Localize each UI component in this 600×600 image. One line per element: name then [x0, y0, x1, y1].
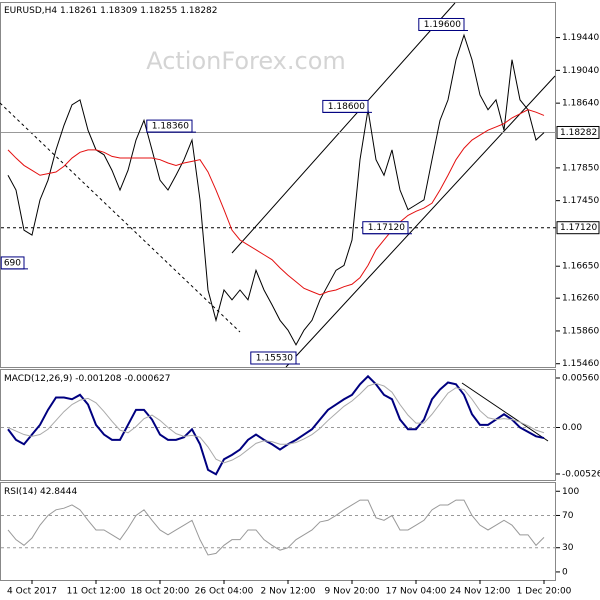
y-tick-label: -0.005267 — [562, 469, 600, 479]
rsi-panel — [0, 482, 556, 581]
series-line — [7, 109, 545, 296]
price-tag — [556, 125, 600, 139]
x-tick-label: 26 Oct 04:00 — [195, 587, 254, 597]
y-tick-label: 0 — [562, 567, 568, 577]
y-tick-label: 1.17450 — [562, 196, 599, 206]
close: 1.18282 — [180, 6, 217, 16]
high: 1.18309 — [100, 6, 137, 16]
price-tag-label: 1.18282 — [560, 128, 597, 138]
x-tick-label: 2 Nov 12:00 — [261, 587, 316, 597]
low: 1.18255 — [140, 6, 177, 16]
x-tick-label: 18 Oct 20:00 — [131, 587, 190, 597]
header: EURUSD,H4 1.18261 1.18309 1.18255 1.1828… — [4, 6, 218, 16]
macd-value: -0.001208 — [75, 374, 121, 384]
macd-header: MACD(12,26,9) -0.001208 -0.000627 — [4, 374, 171, 384]
y-tick-label: 1.19440 — [562, 33, 599, 43]
annotation-label: 1.18360 — [152, 122, 189, 132]
y-tick-label: 70 — [562, 511, 574, 521]
macd-panel — [0, 369, 556, 481]
signal-value: -0.000627 — [124, 374, 170, 384]
annotation-label: 1.15530 — [256, 353, 293, 363]
price-panel — [0, 2, 556, 368]
macd-trend — [461, 382, 549, 442]
y-tick-label: 30 — [562, 543, 574, 553]
y-tick-label: 1.16260 — [562, 294, 599, 304]
x-tick-label: 11 Oct 12:00 — [67, 587, 126, 597]
symbol: EURUSD,H4 — [4, 6, 57, 16]
x-tick-label: 4 Oct 2017 — [7, 587, 57, 597]
series-line — [7, 382, 545, 464]
trend-lines — [0, 2, 556, 442]
annotation-label: 1.18600 — [328, 102, 365, 112]
y-tick-label: 1.19040 — [562, 66, 599, 76]
x-tick-label: 1 Dec 20:00 — [517, 587, 572, 597]
annotation-label: 1.17120 — [368, 223, 405, 233]
channel-dashed — [0, 102, 241, 333]
price-tag-label: 1.17120 — [560, 223, 597, 233]
price-tag — [556, 221, 600, 235]
y-tick-label: 1.18640 — [562, 99, 599, 109]
series-line — [7, 499, 545, 556]
macd-title: MACD(12,26,9) — [4, 374, 72, 384]
rsi-value: 42.8444 — [40, 487, 77, 497]
y-tick-label: 1.15860 — [562, 326, 599, 336]
x-tick-label: 24 Nov 12:00 — [450, 587, 511, 597]
x-tick-label: 17 Nov 04:00 — [386, 587, 447, 597]
open: 1.18261 — [60, 6, 97, 16]
annotation-label: 690 — [4, 258, 21, 268]
y-tick-label: 0.00 — [562, 423, 582, 433]
y-tick-label: 0.005607 — [562, 373, 600, 383]
annotation-label: 1.19600 — [424, 20, 461, 30]
x-tick-label: 9 Nov 20:00 — [325, 587, 380, 597]
rsi-title: RSI(14) — [4, 487, 37, 497]
rsi-header: RSI(14) 42.8444 — [4, 487, 77, 497]
series-line — [7, 374, 545, 476]
y-tick-label: 1.15460 — [562, 359, 599, 369]
channel-lower — [285, 75, 556, 368]
y-tick-label: 1.17850 — [562, 163, 599, 173]
channel-upper — [231, 2, 456, 254]
y-tick-label: 100 — [562, 487, 579, 497]
y-tick-label: 1.16650 — [562, 262, 599, 272]
watermark: ActionForex.com — [146, 47, 346, 75]
